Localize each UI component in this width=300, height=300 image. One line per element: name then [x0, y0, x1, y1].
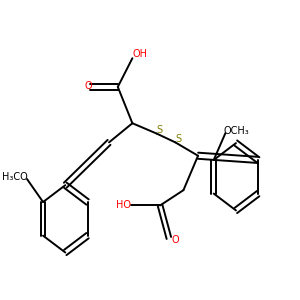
Text: OCH₃: OCH₃ [224, 126, 249, 136]
Text: O: O [85, 81, 92, 91]
Text: H₃CO: H₃CO [2, 172, 28, 182]
Text: HO: HO [116, 200, 131, 210]
Text: S: S [175, 134, 181, 143]
Text: S: S [157, 125, 163, 135]
Text: OH: OH [132, 50, 147, 59]
Text: O: O [172, 235, 179, 245]
